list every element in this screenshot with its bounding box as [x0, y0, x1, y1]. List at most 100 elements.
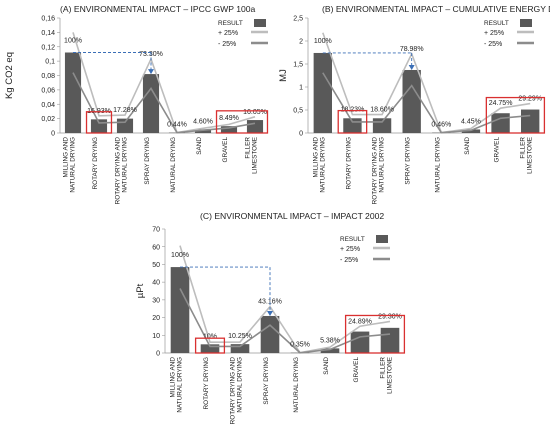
highlight-box — [344, 314, 406, 354]
chart-title: (A) ENVIRONMENTAL IMPACT – IPCC GWP 100a — [60, 4, 256, 14]
legend-label-minus25: - 25% — [218, 41, 236, 48]
data-label: 24.89% — [348, 318, 372, 325]
legend: RESULT + 25% - 25% — [218, 19, 268, 48]
legend-label-plus25: + 25% — [340, 246, 360, 253]
data-label: 0.46% — [431, 122, 451, 129]
x-tick-label: NATURAL DRYING — [237, 357, 244, 413]
x-tick-label: MILLING AND — [312, 137, 319, 178]
x-tick-label: FILLER — [380, 357, 387, 379]
bar — [372, 118, 392, 133]
series-line-plus25 — [72, 32, 256, 134]
highlight-box — [215, 110, 269, 134]
data-label: 100% — [314, 38, 332, 45]
series-line-minus25 — [322, 72, 531, 134]
x-tick-label: NATURAL DRYING — [70, 137, 77, 193]
data-label: 4.45% — [461, 118, 481, 125]
bar — [142, 74, 160, 133]
data-label: 18.60% — [370, 107, 394, 114]
data-label: 17.28% — [113, 107, 137, 114]
x-tick-label: GRAVEL — [494, 137, 501, 163]
x-tick-label: SAND — [323, 357, 330, 375]
data-label: 100% — [171, 252, 189, 259]
bar — [230, 344, 250, 353]
chart-0: (A) ENVIRONMENTAL IMPACT – IPCC GWP 100a… — [4, 4, 269, 205]
x-tick-label: ROTARY DRYING AND — [115, 137, 122, 205]
bar — [380, 327, 400, 353]
bar — [200, 344, 220, 353]
x-tick-label: FILLER — [520, 137, 527, 159]
legend-label-plus25: + 25% — [484, 30, 504, 37]
x-tick-label: LIMESTONE — [527, 137, 534, 174]
data-label: 16.05% — [243, 109, 267, 116]
arrow-head-icon — [408, 64, 415, 70]
data-label: 78.98% — [400, 46, 424, 53]
x-tick-label: ROTARY DRYING AND — [230, 357, 237, 425]
highlight-box — [337, 109, 368, 134]
x-tick-label: NATURAL DRYING — [434, 137, 441, 193]
y-tick-label: 0,06 — [41, 87, 55, 94]
highlight-box — [85, 111, 113, 134]
bar — [220, 126, 238, 133]
y-tick-label: 1 — [299, 85, 303, 92]
y-tick-label: 2,5 — [293, 16, 303, 23]
legend-label-result: RESULT — [340, 236, 365, 243]
bar — [194, 129, 212, 133]
y-tick-label: 0,02 — [41, 116, 55, 123]
x-tick-label: MILLING AND — [170, 357, 177, 398]
legend-label-minus25: - 25% — [484, 41, 502, 48]
y-tick-label: 0 — [51, 131, 55, 138]
chart-2: (C) ENVIRONMENTAL IMPACT – IMPACT 2002 µP… — [135, 211, 406, 425]
chart-title: (C) ENVIRONMENTAL IMPACT – IMPACT 2002 — [200, 211, 384, 221]
x-tick-label: NATURAL DRYING — [122, 137, 129, 193]
x-tick-label: MILLING AND — [63, 137, 70, 178]
x-tick-label: LIMESTONE — [387, 357, 394, 394]
chart-title: (B) ENVIRONMENTAL IMPACT – CUMULATIVE EN… — [322, 4, 550, 14]
legend-label-result: RESULT — [484, 20, 509, 27]
x-tick-label: NATURAL DRYING — [293, 357, 300, 413]
bar — [402, 69, 421, 133]
y-tick-label: 0,16 — [41, 16, 55, 23]
x-tick-label: ROTARY DRYING — [92, 137, 99, 189]
data-label: 5.38% — [320, 337, 340, 344]
bar — [491, 113, 510, 133]
data-label: 8.49% — [219, 115, 239, 122]
chart-1: (B) ENVIRONMENTAL IMPACT – CUMULATIVE EN… — [278, 4, 550, 204]
data-label: 10.25% — [228, 333, 252, 340]
arrow-head-icon — [148, 69, 154, 75]
y-tick-label: 30 — [152, 297, 160, 304]
series-line-minus25 — [72, 72, 256, 134]
x-tick-label: SAND — [464, 137, 471, 155]
highlight-box — [485, 96, 546, 134]
bar — [246, 120, 264, 133]
y-tick-label: 0 — [156, 351, 160, 358]
y-tick-label: 0,04 — [41, 102, 55, 109]
y-tick-label: 10 — [152, 333, 160, 340]
series-line-plus25 — [322, 32, 531, 134]
x-tick-label: ROTARY DRYING AND — [372, 137, 379, 205]
data-label: 0.44% — [167, 122, 187, 129]
x-tick-label: NATURAL DRYING — [379, 137, 386, 193]
data-label: 100% — [64, 38, 82, 45]
x-tick-label: ROTARY DRYING — [345, 137, 352, 189]
legend-label-minus25: - 25% — [340, 257, 358, 264]
y-tick-label: 0,5 — [293, 108, 303, 115]
legend-swatch-result — [520, 19, 532, 27]
y-tick-label: 0,1 — [45, 59, 55, 66]
bar — [521, 109, 540, 133]
bar — [461, 129, 481, 133]
y-tick-label: 60 — [152, 244, 160, 251]
y-tick-label: 2 — [299, 39, 303, 46]
bar — [170, 267, 190, 353]
data-label: 4.60% — [193, 118, 213, 125]
y-axis-label: Kg CO2 eq — [4, 52, 15, 99]
data-label: 0.35% — [290, 342, 310, 349]
data-label: 10% — [203, 333, 217, 340]
legend-label-result: RESULT — [218, 20, 243, 27]
arrow-head-icon — [267, 310, 273, 316]
x-tick-label: SPRAY DRYING — [405, 137, 412, 185]
x-tick-label: SPRAY DRYING — [263, 357, 270, 405]
y-tick-label: 20 — [152, 315, 160, 322]
highlight-box — [194, 337, 226, 354]
bar — [260, 315, 280, 353]
y-tick-label: 0,12 — [41, 44, 55, 51]
